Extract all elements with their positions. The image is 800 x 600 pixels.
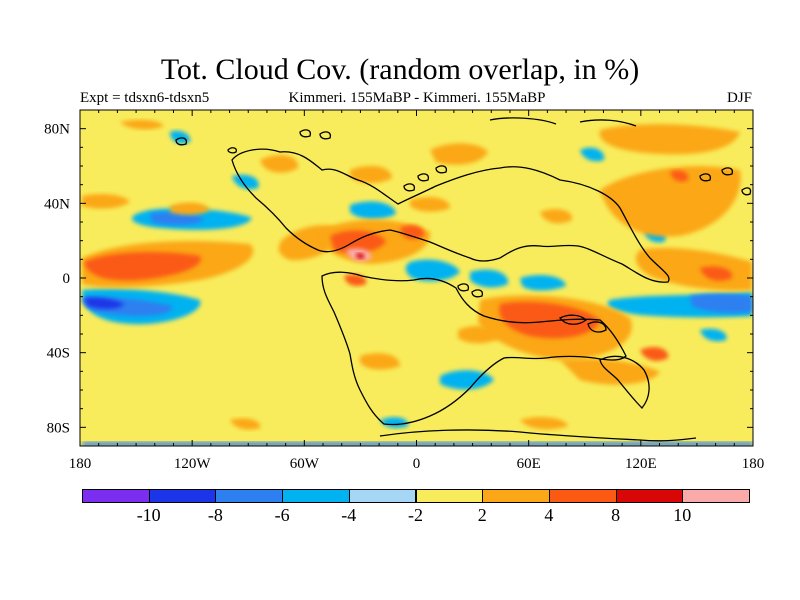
anomaly-patch: [84, 252, 201, 281]
anomaly-patch: [120, 119, 164, 130]
coastline-segment: [721, 167, 734, 176]
axis-ticks: [79, 109, 754, 447]
anomaly-patch: [458, 325, 500, 344]
coastline-segment: [579, 119, 637, 127]
x-tick-label: 120W: [174, 456, 212, 472]
colorbar-swatch: [215, 489, 284, 503]
anomaly-patch: [82, 442, 753, 446]
colorbar-swatch: [615, 489, 684, 503]
anomaly-patch: [232, 174, 259, 190]
y-tick-label: 80S: [47, 420, 70, 436]
anomaly-field: [82, 119, 753, 446]
anomaly-patch: [350, 201, 396, 220]
coastline-segment: [299, 129, 312, 138]
anomaly-patch: [580, 147, 605, 162]
coastline-segment: [741, 187, 752, 196]
anomaly-patch: [520, 275, 566, 291]
anomaly-patch: [700, 328, 727, 342]
anomaly-patch: [560, 358, 660, 385]
y-tick-label: 80N: [44, 122, 70, 138]
coastline-segment: [175, 137, 188, 146]
anomaly-patch: [230, 418, 261, 430]
coastline-segment: [599, 355, 650, 409]
coastline-segment: [489, 117, 557, 125]
anomaly-patch: [410, 197, 450, 212]
coastline-segment: [559, 314, 587, 325]
colorbar-swatch: [348, 489, 417, 503]
colorbar-label: 8: [611, 505, 621, 525]
y-tick-label: 40N: [44, 196, 70, 212]
x-tick-label: 0: [413, 456, 421, 472]
anomaly-patch: [82, 194, 130, 209]
colorbar-label: -8: [207, 505, 223, 525]
anomaly-patch: [380, 417, 409, 428]
longitude-labels: 180 120W 60W 0 60E 120E 180: [69, 456, 765, 472]
colorbar-label: -10: [136, 505, 161, 525]
coastline-segment: [471, 289, 484, 298]
coastline-segment: [587, 321, 607, 333]
x-tick-label: 120E: [625, 456, 657, 472]
anomaly-patch: [150, 212, 204, 225]
anomaly-patch: [600, 166, 741, 237]
x-tick-label: 60E: [517, 456, 541, 472]
anomaly-patch: [170, 130, 191, 144]
anomaly-patch: [520, 417, 568, 430]
colorbar-label: -6: [274, 505, 290, 525]
y-tick-label: 0: [63, 271, 71, 287]
coastlines: [175, 117, 752, 442]
anomaly-patch: [400, 225, 425, 240]
anomaly-patch: [84, 297, 124, 309]
colorbar-label: -2: [408, 505, 423, 525]
colorbar-swatch: [482, 489, 550, 503]
anomaly-patch: [670, 170, 689, 182]
coastline-segment: [231, 148, 670, 283]
coastline-segment: [435, 165, 448, 174]
anomaly-patch: [470, 269, 509, 288]
anomaly-patch: [360, 353, 400, 370]
coastline-segment: [417, 173, 430, 182]
map-title: Tot. Cloud Cov. (random overlap, in %): [160, 53, 640, 86]
colorbar-swatch: [148, 489, 217, 503]
colorbar-label: 2: [477, 505, 487, 525]
colorbar-swatch: [415, 489, 484, 503]
x-tick-label: 180: [742, 456, 765, 472]
colorbar-swatch: [82, 489, 150, 503]
colorbar-label: 10: [673, 505, 692, 525]
anomaly-patch: [260, 154, 299, 173]
coastline-segment: [403, 183, 416, 192]
season-label: DJF: [726, 90, 752, 106]
anomaly-patch: [356, 253, 365, 259]
coastline-segment: [699, 173, 712, 182]
x-tick-label: 60W: [290, 456, 320, 472]
coastline-segment: [227, 147, 238, 154]
experiment-label: Expt = tdsxn6-tdsxn5: [80, 90, 210, 106]
anomaly-patch: [405, 259, 460, 282]
anomaly-patch: [430, 143, 488, 165]
colorbar-swatch: [548, 489, 617, 503]
anomaly-patch: [344, 274, 367, 286]
anomaly-patch: [599, 124, 740, 155]
colorbar-swatch: [282, 489, 350, 503]
coastline-segment: [321, 271, 627, 426]
coastline-segment: [457, 283, 470, 292]
anomaly-patch: [690, 293, 752, 313]
anomaly-patch: [499, 301, 600, 339]
coastline-segment: [319, 131, 332, 140]
y-tick-label: 40S: [47, 346, 70, 362]
latitude-labels: 80N 40N 0 40S 80S: [44, 122, 70, 437]
anomaly-patch: [170, 202, 210, 215]
colorbar-label: -4: [341, 505, 357, 525]
anomaly-patch: [640, 347, 669, 361]
colorbar-swatch: [682, 489, 750, 503]
comparison-label: Kimmeri. 155MaBP - Kimmeri. 155MaBP: [288, 90, 546, 106]
anomaly-patch: [440, 370, 494, 390]
x-tick-label: 180: [69, 456, 92, 472]
anomaly-patch: [350, 165, 392, 184]
anomaly-patch: [540, 209, 573, 224]
coastline-segment: [379, 429, 697, 442]
colorbar-label: 4: [544, 505, 554, 525]
anomaly-patch: [700, 266, 733, 281]
